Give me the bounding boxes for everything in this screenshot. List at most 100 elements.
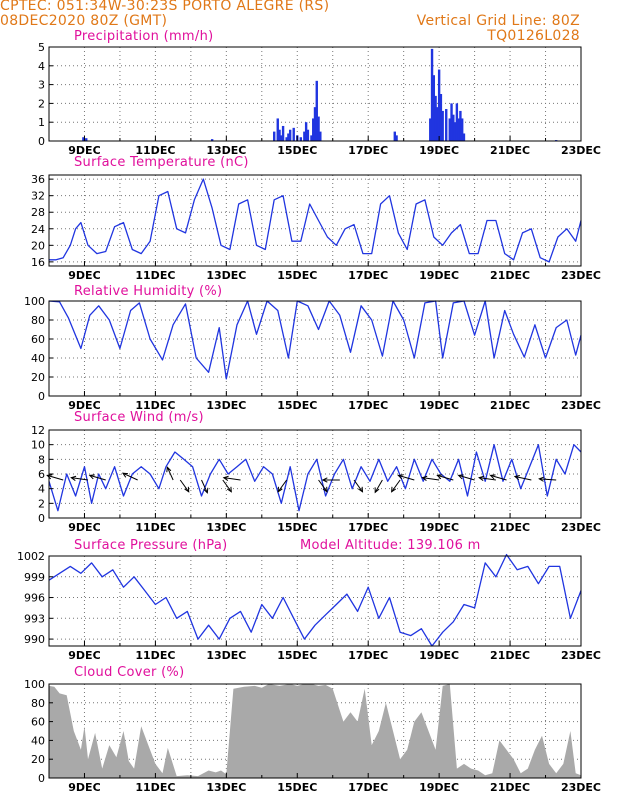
x-tick-label: 13DEC <box>206 521 246 534</box>
wind-arrow <box>277 479 288 493</box>
wind-arrow <box>318 479 328 493</box>
pressure-panel: 9DEC 11DEC 13DEC 15DEC 17DEC 19DEC 21DEC 23DEC 9… <box>17 550 601 662</box>
cloud-cover-panel: 9DEC 11DEC 13DEC 15DEC 17DEC 19DEC 21DEC 23DEC 0… <box>24 678 601 794</box>
precip-bar <box>452 114 455 141</box>
y-tick-label: 16 <box>31 256 45 269</box>
y-tick-label: 0 <box>38 512 45 525</box>
wind-arrow <box>398 474 415 481</box>
model-altitude: Model Altitude: 139.106 m <box>300 538 481 553</box>
precipitation-frame <box>48 46 582 142</box>
precip-bar <box>432 75 436 141</box>
y-tick-label: 6 <box>38 468 45 481</box>
wind-arrow-head <box>421 475 428 481</box>
wind-arrow-head <box>391 486 397 493</box>
humidity-frame <box>48 300 582 397</box>
x-tick-label: 9DEC <box>68 781 100 794</box>
x-tick-label: 13DEC <box>206 144 246 157</box>
wind-arrow-head <box>374 487 380 494</box>
precip-bar <box>299 137 303 141</box>
x-tick-label: 11DEC <box>135 399 175 412</box>
pressure-frame <box>48 555 582 647</box>
y-tick-label: 40 <box>31 734 45 747</box>
precip-bar <box>395 135 398 141</box>
y-tick-label: 100 <box>24 678 45 691</box>
precipitation-panel: 9DEC 11DEC 13DEC 15DEC 17DEC 19DEC 21DEC 23DEC 0… <box>38 41 601 157</box>
wind-arrow-head <box>222 475 229 481</box>
cloud-cover-area <box>49 684 581 778</box>
y-tick-label: 3 <box>38 79 45 92</box>
precip-bar <box>281 125 285 141</box>
x-tick-label: 19DEC <box>419 521 459 534</box>
precip-bar <box>85 138 88 141</box>
precip-bar <box>393 131 396 141</box>
precip-bar <box>306 129 310 141</box>
x-tick-label: 9DEC <box>68 269 100 282</box>
x-tick-label: 21DEC <box>490 781 530 794</box>
wind-arrow <box>391 479 401 493</box>
wind-arrow-head <box>88 474 95 480</box>
wind-arrow-head <box>478 475 485 481</box>
wind-arrow <box>458 474 475 481</box>
y-tick-label: 20 <box>31 239 45 252</box>
y-tick-label: 20 <box>31 753 45 766</box>
precip-bar <box>441 110 444 141</box>
wind-arrow-head <box>397 474 404 480</box>
wind-arrow <box>166 467 174 481</box>
wind-arrow <box>353 479 363 493</box>
wind-arrow <box>201 479 208 493</box>
x-tick-label: 13DEC <box>206 781 246 794</box>
header-station: CPTEC: 051:34W-30:23S PORTO ALEGRE (RS) <box>0 0 330 14</box>
y-tick-label: 100 <box>24 295 45 308</box>
header-model-code: TQ0126L028 <box>487 28 580 44</box>
precip-bar <box>319 131 322 141</box>
precip-bar <box>210 139 214 141</box>
precip-bar <box>453 122 457 141</box>
y-tick-label: 36 <box>31 173 45 186</box>
wind-title: Surface Wind (m/s) <box>74 410 204 425</box>
x-tick-label: 15DEC <box>277 781 317 794</box>
x-tick-label: 11DEC <box>135 269 175 282</box>
x-tick-label: 15DEC <box>277 144 317 157</box>
temperature-panel: 9DEC 11DEC 13DEC 15DEC 17DEC 19DEC 21DEC 23DEC 1… <box>31 173 601 282</box>
precip-bar <box>310 135 313 141</box>
precip-bar <box>288 129 292 141</box>
precip-bar <box>450 103 453 141</box>
wind-line <box>48 444 582 512</box>
wind-arrow <box>71 477 89 481</box>
y-tick-label: 0 <box>38 135 45 148</box>
x-tick-label: 23DEC <box>561 521 601 534</box>
x-tick-label: 23DEC <box>561 649 601 662</box>
precip-bar <box>460 118 464 141</box>
x-tick-label: 23DEC <box>561 399 601 412</box>
x-tick-label: 17DEC <box>348 781 388 794</box>
y-tick-label: 24 <box>31 223 45 236</box>
wind-arrow-head <box>322 486 328 493</box>
y-tick-label: 0 <box>38 772 45 785</box>
x-tick-label: 21DEC <box>490 649 530 662</box>
x-tick-label: 23DEC <box>561 144 601 157</box>
wind-arrow-head <box>184 486 190 493</box>
wind-arrow <box>422 477 440 481</box>
x-tick-label: 15DEC <box>277 649 317 662</box>
precip-bar <box>292 127 295 141</box>
y-tick-label: 10 <box>31 439 45 452</box>
wind-arrow-head <box>121 472 128 478</box>
wind-arrow-head <box>203 487 209 494</box>
x-tick-label: 15DEC <box>277 269 317 282</box>
wind-arrow <box>437 474 454 481</box>
wind-arrow-head <box>358 486 364 493</box>
x-tick-label: 9DEC <box>68 521 100 534</box>
precip-bar <box>459 110 462 141</box>
cloud-cover-title: Cloud Cover (%) <box>74 665 185 680</box>
temperature-frame <box>48 174 582 267</box>
temperature-title: Surface Temperature (nC) <box>74 155 249 170</box>
precip-bar <box>287 133 290 141</box>
y-tick-label: 28 <box>31 206 45 219</box>
precip-bar <box>312 118 315 141</box>
precip-bar <box>429 118 432 141</box>
precip-bar <box>273 131 276 141</box>
pressure-title: Surface Pressure (hPa) <box>74 538 228 553</box>
wind-arrow-head <box>226 486 232 493</box>
x-tick-label: 11DEC <box>135 649 175 662</box>
